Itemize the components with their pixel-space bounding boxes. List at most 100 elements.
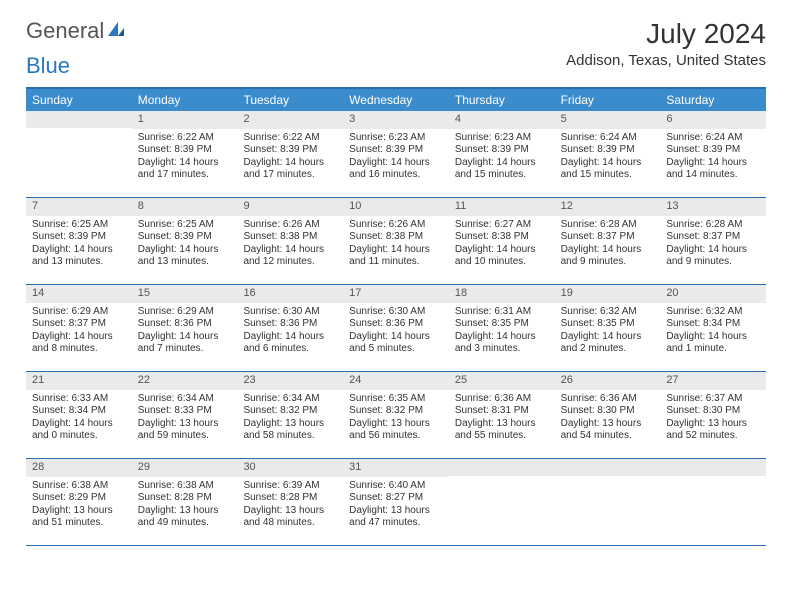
daylight-text: Daylight: 14 hours and 13 minutes. xyxy=(138,244,232,269)
day-number: 5 xyxy=(555,111,661,129)
day-number: 6 xyxy=(660,111,766,129)
day-body: Sunrise: 6:29 AMSunset: 8:36 PMDaylight:… xyxy=(132,303,238,362)
day-body: Sunrise: 6:27 AMSunset: 8:38 PMDaylight:… xyxy=(449,216,555,275)
daylight-text: Daylight: 13 hours and 49 minutes. xyxy=(138,505,232,530)
dow-row: Sunday Monday Tuesday Wednesday Thursday… xyxy=(26,89,766,111)
daylight-text: Daylight: 14 hours and 15 minutes. xyxy=(455,157,549,182)
day-cell: 28 Sunrise: 6:38 AMSunset: 8:29 PMDayligh… xyxy=(26,459,132,545)
day-number xyxy=(449,459,555,476)
day-number: 7 xyxy=(26,198,132,216)
daylight-text: Daylight: 13 hours and 56 minutes. xyxy=(349,418,443,443)
sunrise-text: Sunrise: 6:25 AM xyxy=(138,219,232,232)
day-body: Sunrise: 6:22 AMSunset: 8:39 PMDaylight:… xyxy=(132,129,238,188)
day-body: Sunrise: 6:34 AMSunset: 8:33 PMDaylight:… xyxy=(132,390,238,449)
sunset-text: Sunset: 8:39 PM xyxy=(349,144,443,157)
day-number: 16 xyxy=(237,285,343,303)
logo-text-1: General xyxy=(26,18,104,44)
sunset-text: Sunset: 8:39 PM xyxy=(32,231,126,244)
sunrise-text: Sunrise: 6:34 AM xyxy=(138,393,232,406)
daylight-text: Daylight: 14 hours and 11 minutes. xyxy=(349,244,443,269)
sunset-text: Sunset: 8:29 PM xyxy=(32,492,126,505)
day-body: Sunrise: 6:32 AMSunset: 8:34 PMDaylight:… xyxy=(660,303,766,362)
day-cell: 3Sunrise: 6:23 AMSunset: 8:39 PMDaylight… xyxy=(343,111,449,197)
sunrise-text: Sunrise: 6:29 AM xyxy=(32,306,126,319)
daylight-text: Daylight: 13 hours and 47 minutes. xyxy=(349,505,443,530)
day-body: Sunrise: 6:25 AMSunset: 8:39 PMDaylight:… xyxy=(132,216,238,275)
day-body: Sunrise: 6:28 AMSunset: 8:37 PMDaylight:… xyxy=(660,216,766,275)
day-body: Sunrise: 6:24 AMSunset: 8:39 PMDaylight:… xyxy=(555,129,661,188)
sunrise-text: Sunrise: 6:23 AM xyxy=(349,132,443,145)
daylight-text: Daylight: 14 hours and 9 minutes. xyxy=(561,244,655,269)
day-cell: 16 Sunrise: 6:30 AMSunset: 8:36 PMDayligh… xyxy=(237,285,343,371)
week-row: 1Sunrise: 6:22 AMSunset: 8:39 PMDaylight… xyxy=(26,111,766,198)
sunset-text: Sunset: 8:36 PM xyxy=(243,318,337,331)
day-number: 19 xyxy=(555,285,661,303)
day-cell xyxy=(660,459,766,545)
day-number: 27 xyxy=(660,372,766,390)
sunset-text: Sunset: 8:39 PM xyxy=(666,144,760,157)
day-cell: 27Sunrise: 6:37 AMSunset: 8:30 PMDayligh… xyxy=(660,372,766,458)
location: Addison, Texas, United States xyxy=(566,52,766,69)
sunset-text: Sunset: 8:39 PM xyxy=(455,144,549,157)
day-number: 29 xyxy=(132,459,238,477)
daylight-text: Daylight: 14 hours and 8 minutes. xyxy=(32,331,126,356)
day-number: 31 xyxy=(343,459,449,477)
day-number: 28 xyxy=(26,459,132,477)
day-cell: 31 Sunrise: 6:40 AMSunset: 8:27 PMDayligh… xyxy=(343,459,449,545)
day-cell: 12Sunrise: 6:28 AMSunset: 8:37 PMDayligh… xyxy=(555,198,661,284)
sunset-text: Sunset: 8:28 PM xyxy=(243,492,337,505)
sunrise-text: Sunrise: 6:40 AM xyxy=(349,480,443,493)
sunrise-text: Sunrise: 6:30 AM xyxy=(243,306,337,319)
sunset-text: Sunset: 8:39 PM xyxy=(243,144,337,157)
day-number: 24 xyxy=(343,372,449,390)
sunset-text: Sunset: 8:38 PM xyxy=(349,231,443,244)
sunrise-text: Sunrise: 6:38 AM xyxy=(32,480,126,493)
day-number: 13 xyxy=(660,198,766,216)
day-number: 17 xyxy=(343,285,449,303)
sunset-text: Sunset: 8:36 PM xyxy=(138,318,232,331)
day-body: Sunrise: 6:34 AMSunset: 8:32 PMDaylight:… xyxy=(237,390,343,449)
day-cell: 5Sunrise: 6:24 AMSunset: 8:39 PMDaylight… xyxy=(555,111,661,197)
day-cell: 8Sunrise: 6:25 AMSunset: 8:39 PMDaylight… xyxy=(132,198,238,284)
sunset-text: Sunset: 8:38 PM xyxy=(455,231,549,244)
sunrise-text: Sunrise: 6:36 AM xyxy=(455,393,549,406)
week-row: 21Sunrise: 6:33 AMSunset: 8:34 PMDayligh… xyxy=(26,372,766,459)
daylight-text: Daylight: 14 hours and 1 minute. xyxy=(666,331,760,356)
daylight-text: Daylight: 14 hours and 6 minutes. xyxy=(243,331,337,356)
day-body: Sunrise: 6:26 AMSunset: 8:38 PMDaylight:… xyxy=(237,216,343,275)
day-number: 30 xyxy=(237,459,343,477)
sunset-text: Sunset: 8:34 PM xyxy=(32,405,126,418)
day-number: 11 xyxy=(449,198,555,216)
sunrise-text: Sunrise: 6:26 AM xyxy=(349,219,443,232)
day-cell: 10Sunrise: 6:26 AMSunset: 8:38 PMDayligh… xyxy=(343,198,449,284)
day-cell: 7 Sunrise: 6:25 AMSunset: 8:39 PMDaylight… xyxy=(26,198,132,284)
sunrise-text: Sunrise: 6:25 AM xyxy=(32,219,126,232)
dow-sat: Saturday xyxy=(660,89,766,111)
day-body: Sunrise: 6:26 AMSunset: 8:38 PMDaylight:… xyxy=(343,216,449,275)
logo-sail-icon xyxy=(106,18,126,44)
daylight-text: Daylight: 13 hours and 51 minutes. xyxy=(32,505,126,530)
sunset-text: Sunset: 8:37 PM xyxy=(561,231,655,244)
daylight-text: Daylight: 14 hours and 13 minutes. xyxy=(32,244,126,269)
sunrise-text: Sunrise: 6:32 AM xyxy=(561,306,655,319)
calendar: Sunday Monday Tuesday Wednesday Thursday… xyxy=(26,87,766,546)
day-number: 10 xyxy=(343,198,449,216)
sunrise-text: Sunrise: 6:31 AM xyxy=(455,306,549,319)
sunset-text: Sunset: 8:33 PM xyxy=(138,405,232,418)
day-number: 26 xyxy=(555,372,661,390)
dow-sun: Sunday xyxy=(26,89,132,111)
day-body: Sunrise: 6:38 AMSunset: 8:28 PMDaylight:… xyxy=(132,477,238,536)
daylight-text: Daylight: 14 hours and 5 minutes. xyxy=(349,331,443,356)
day-cell: 20Sunrise: 6:32 AMSunset: 8:34 PMDayligh… xyxy=(660,285,766,371)
day-body: Sunrise: 6:22 AMSunset: 8:39 PMDaylight:… xyxy=(237,129,343,188)
day-cell: 30Sunrise: 6:39 AMSunset: 8:28 PMDayligh… xyxy=(237,459,343,545)
day-body: Sunrise: 6:32 AMSunset: 8:35 PMDaylight:… xyxy=(555,303,661,362)
day-cell: 26Sunrise: 6:36 AMSunset: 8:30 PMDayligh… xyxy=(555,372,661,458)
day-number xyxy=(660,459,766,476)
sunset-text: Sunset: 8:39 PM xyxy=(138,144,232,157)
day-body: Sunrise: 6:31 AMSunset: 8:35 PMDaylight:… xyxy=(449,303,555,362)
sunset-text: Sunset: 8:27 PM xyxy=(349,492,443,505)
sunrise-text: Sunrise: 6:22 AM xyxy=(138,132,232,145)
sunrise-text: Sunrise: 6:32 AM xyxy=(666,306,760,319)
daylight-text: Daylight: 14 hours and 7 minutes. xyxy=(138,331,232,356)
